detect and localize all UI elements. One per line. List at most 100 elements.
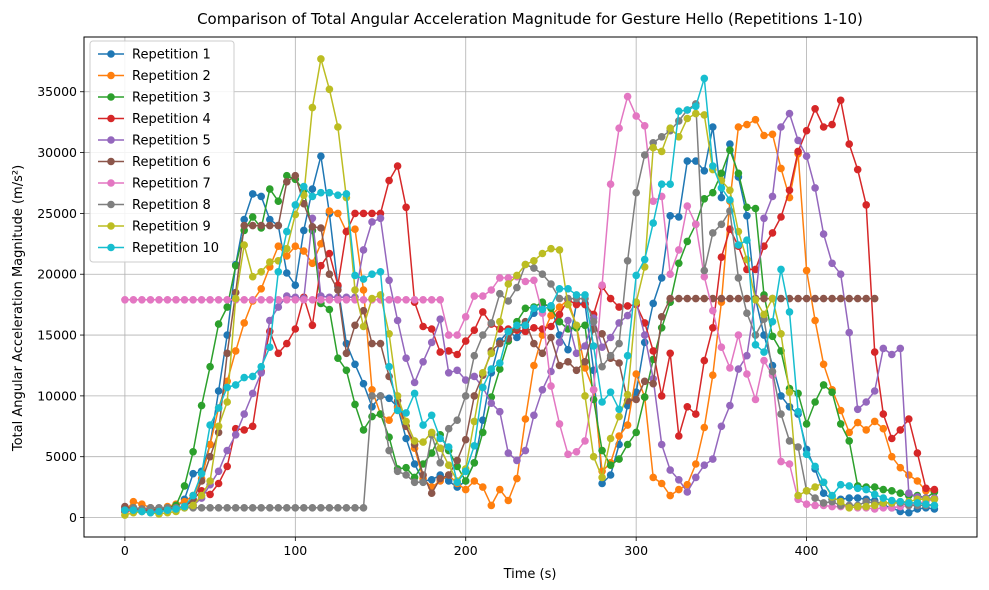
data-point [180, 296, 189, 304]
data-point [675, 476, 683, 484]
data-point [717, 169, 726, 178]
data-point [530, 361, 538, 370]
data-point [606, 180, 615, 188]
data-point [419, 322, 427, 331]
data-point [700, 111, 709, 119]
data-point [564, 358, 572, 366]
data-point [189, 448, 197, 456]
data-point [146, 296, 155, 304]
data-point [504, 280, 513, 288]
data-point [819, 230, 828, 238]
data-point [351, 321, 359, 330]
data-point [223, 303, 231, 311]
data-point [368, 403, 376, 411]
y-tick-label: 10000 [37, 388, 77, 403]
data-point [675, 432, 683, 440]
data-point [666, 466, 674, 474]
data-point [581, 392, 589, 400]
data-point [368, 392, 376, 400]
data-point [419, 471, 427, 479]
data-point [351, 271, 359, 280]
data-point [155, 507, 163, 516]
data-point [794, 147, 802, 156]
data-point [206, 296, 214, 304]
data-point [572, 300, 581, 309]
data-point [283, 171, 291, 180]
data-point [121, 296, 129, 304]
data-point [496, 485, 504, 494]
data-point [845, 504, 853, 512]
data-point [811, 398, 819, 406]
data-point [692, 294, 700, 303]
data-point [240, 221, 248, 230]
data-point [214, 422, 223, 431]
data-point [342, 190, 351, 198]
data-point [615, 412, 623, 421]
series-9 [121, 55, 939, 519]
data-point [334, 286, 342, 294]
data-point [206, 421, 214, 429]
data-point [359, 246, 368, 254]
data-point [606, 294, 615, 303]
data-point [726, 196, 734, 204]
data-point [692, 410, 700, 418]
data-point [717, 184, 726, 192]
series-10 [121, 74, 939, 517]
data-point [359, 275, 368, 283]
data-point [461, 435, 470, 444]
data-point [606, 388, 615, 397]
data-point [768, 192, 777, 201]
data-point [385, 276, 393, 285]
data-point [189, 469, 197, 478]
data-point [291, 171, 300, 180]
data-point [231, 347, 240, 355]
data-point [598, 398, 606, 406]
legend-label: Repetition 7 [132, 177, 211, 192]
data-point [905, 508, 913, 517]
data-point [640, 263, 649, 271]
data-point [300, 296, 308, 304]
data-point [487, 286, 496, 294]
data-point [811, 483, 819, 491]
data-point [743, 203, 751, 212]
data-point [240, 215, 248, 224]
data-point [794, 136, 802, 145]
data-point [657, 180, 666, 188]
data-point [308, 103, 317, 112]
data-point [427, 338, 436, 347]
data-point [291, 201, 300, 209]
data-point [530, 339, 538, 348]
data-point [504, 297, 513, 305]
data-point [743, 236, 751, 244]
data-point [743, 120, 751, 129]
data-point [240, 426, 248, 434]
data-point [888, 496, 896, 505]
data-point [393, 162, 402, 170]
data-point [214, 296, 223, 304]
data-point [564, 450, 572, 459]
data-point [496, 339, 504, 348]
data-point [870, 483, 879, 491]
data-point [811, 105, 819, 113]
data-point [393, 406, 402, 415]
data-point [666, 491, 674, 500]
data-point [504, 496, 513, 505]
data-point [419, 421, 427, 429]
data-point [777, 164, 785, 173]
data-point [283, 504, 291, 512]
y-tick-label: 15000 [37, 328, 77, 343]
data-point [521, 321, 530, 330]
data-point [538, 249, 547, 258]
data-point [666, 294, 674, 303]
data-point [470, 292, 479, 300]
data-point [657, 479, 666, 488]
data-point [700, 272, 709, 281]
data-point [402, 463, 410, 472]
data-point [760, 356, 768, 365]
data-point [496, 289, 504, 298]
data-point [683, 114, 692, 123]
data-point [257, 268, 266, 276]
data-point [666, 180, 674, 188]
legend-item: Repetition 5 [98, 134, 211, 149]
